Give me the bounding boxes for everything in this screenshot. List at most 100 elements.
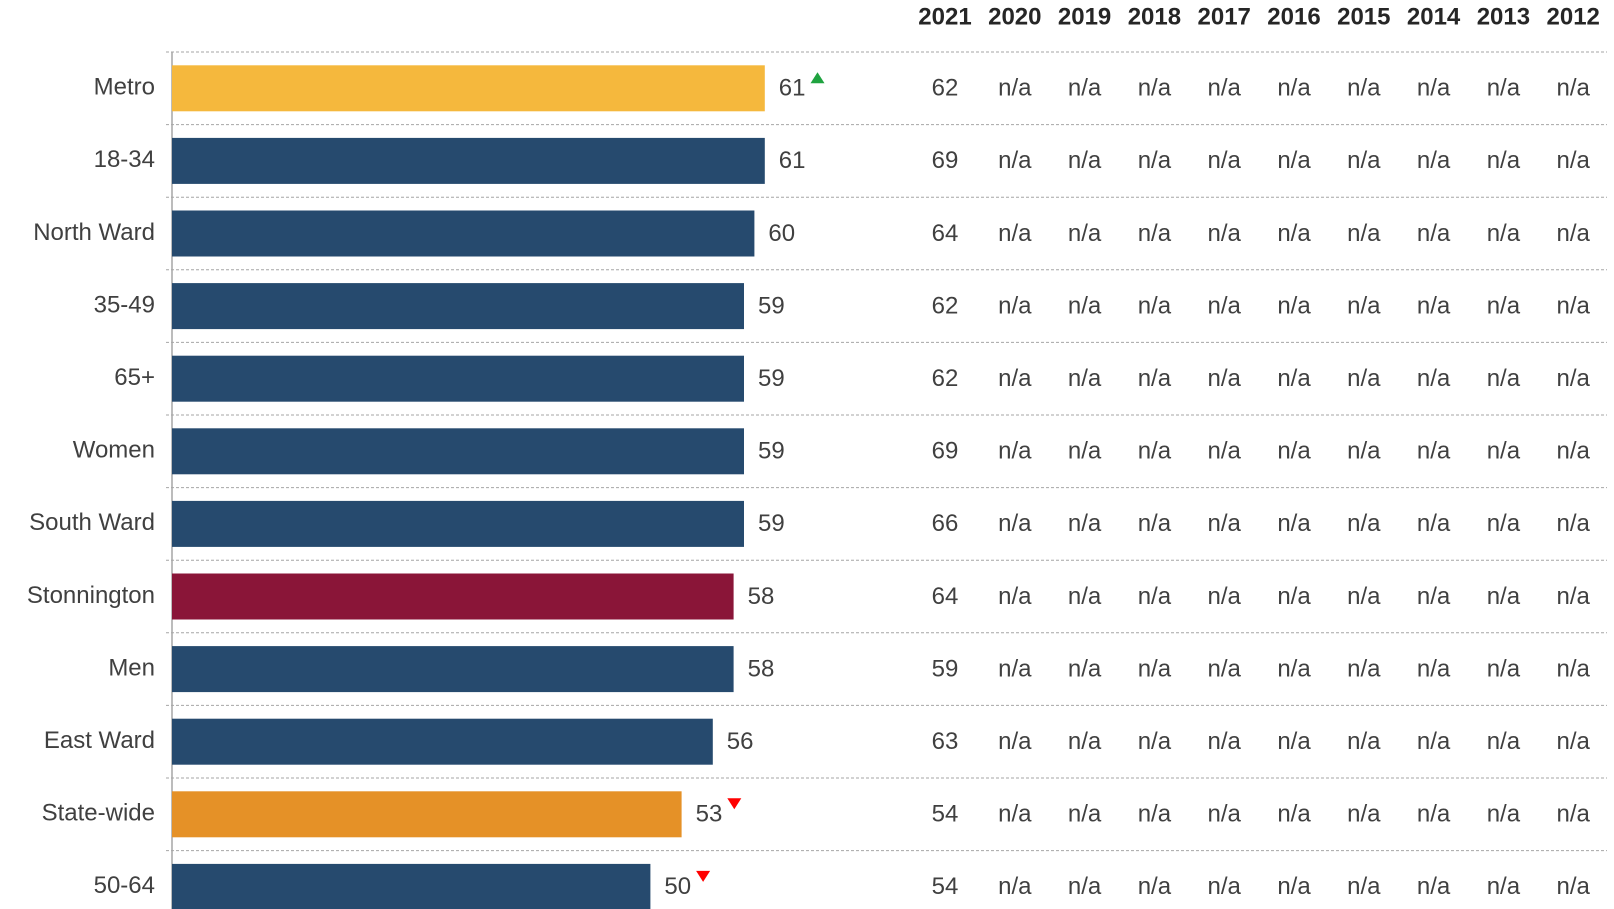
- table-cell: n/a: [1068, 655, 1102, 682]
- table-cell: n/a: [1557, 873, 1591, 900]
- bar: [172, 428, 744, 475]
- table-cell: n/a: [998, 365, 1032, 392]
- table-cell: n/a: [998, 220, 1032, 247]
- table-cell: 69: [932, 438, 959, 465]
- table-cell: n/a: [1277, 655, 1311, 682]
- table-cell: n/a: [1208, 75, 1242, 102]
- bar: [172, 646, 734, 693]
- table-cell: n/a: [1487, 292, 1521, 319]
- bar: [172, 573, 734, 620]
- category-label: Stonnington: [27, 582, 155, 609]
- table-cell: n/a: [998, 510, 1032, 537]
- value-label: 59: [758, 438, 785, 465]
- table-cell: n/a: [1487, 873, 1521, 900]
- change-marker: [696, 870, 711, 882]
- column-header: 2017: [1198, 3, 1251, 30]
- category-label: Women: [73, 437, 155, 464]
- bar: [172, 718, 713, 765]
- table-cell: n/a: [1277, 75, 1311, 102]
- column-header: 2021: [918, 3, 971, 30]
- table-cell: n/a: [1347, 655, 1381, 682]
- table-cell: n/a: [1557, 510, 1591, 537]
- table-cell: n/a: [1487, 510, 1521, 537]
- table-cell: n/a: [1557, 220, 1591, 247]
- bar: [172, 791, 682, 838]
- table-cell: n/a: [998, 728, 1032, 755]
- bar: [172, 863, 651, 909]
- value-label: 60: [768, 220, 795, 247]
- table-cell: 66: [932, 510, 959, 537]
- column-header: 2019: [1058, 3, 1111, 30]
- value-label: 58: [748, 583, 775, 610]
- table-cell: n/a: [1068, 873, 1102, 900]
- table-cell: n/a: [1208, 728, 1242, 755]
- table-cell: n/a: [1138, 873, 1172, 900]
- category-label: East Ward: [44, 727, 155, 754]
- table-cell: n/a: [998, 873, 1032, 900]
- table-cell: n/a: [1347, 583, 1381, 610]
- category-label: 65+: [114, 364, 155, 391]
- table-cell: n/a: [1557, 365, 1591, 392]
- category-label: 50-64: [94, 872, 155, 899]
- bar: [172, 500, 744, 547]
- change-marker: [727, 798, 742, 810]
- table-cell: n/a: [1277, 292, 1311, 319]
- table-cell: 54: [932, 801, 959, 828]
- table-cell: n/a: [1417, 655, 1451, 682]
- table-cell: n/a: [1208, 655, 1242, 682]
- table-cell: n/a: [1487, 801, 1521, 828]
- table-cell: 64: [932, 220, 959, 247]
- column-header: 2015: [1337, 3, 1390, 30]
- table-cell: 64: [932, 583, 959, 610]
- table-cell: n/a: [1138, 583, 1172, 610]
- table-cell: n/a: [1138, 292, 1172, 319]
- table-cell: n/a: [1487, 147, 1521, 174]
- table-cell: n/a: [1138, 147, 1172, 174]
- table-cell: n/a: [1347, 510, 1381, 537]
- table-cell: n/a: [1417, 438, 1451, 465]
- table-cell: n/a: [1347, 438, 1381, 465]
- table-cell: n/a: [1487, 75, 1521, 102]
- table-cell: n/a: [1208, 220, 1242, 247]
- table-cell: n/a: [1277, 147, 1311, 174]
- change-marker: [810, 72, 825, 84]
- table-cell: n/a: [1417, 510, 1451, 537]
- table-cell: n/a: [1557, 438, 1591, 465]
- column-header: 2016: [1267, 3, 1320, 30]
- table-cell: n/a: [1208, 510, 1242, 537]
- table-cell: n/a: [1417, 728, 1451, 755]
- table-cell: n/a: [1347, 75, 1381, 102]
- value-label: 56: [727, 728, 754, 755]
- bar: [172, 65, 765, 112]
- table-cell: n/a: [1347, 220, 1381, 247]
- table-cell: n/a: [1138, 220, 1172, 247]
- table-cell: n/a: [1557, 292, 1591, 319]
- value-label: 53: [696, 801, 723, 828]
- table-cell: n/a: [1208, 292, 1242, 319]
- table-cell: n/a: [1417, 75, 1451, 102]
- table-cell: n/a: [1068, 365, 1102, 392]
- table-cell: n/a: [1208, 873, 1242, 900]
- table-cell: n/a: [1138, 365, 1172, 392]
- table-cell: n/a: [1487, 365, 1521, 392]
- table-cell: n/a: [1487, 583, 1521, 610]
- table-cell: n/a: [1557, 655, 1591, 682]
- table-cell: n/a: [1277, 801, 1311, 828]
- column-header: 2012: [1547, 3, 1600, 30]
- table-cell: n/a: [1347, 147, 1381, 174]
- table-cell: n/a: [1208, 438, 1242, 465]
- table-cell: n/a: [998, 655, 1032, 682]
- table-cell: n/a: [1417, 873, 1451, 900]
- table-cell: n/a: [1277, 583, 1311, 610]
- table-cell: n/a: [1347, 365, 1381, 392]
- table-cell: 63: [932, 728, 959, 755]
- table-cell: 62: [932, 75, 959, 102]
- table-cell: n/a: [1557, 75, 1591, 102]
- table-cell: 62: [932, 292, 959, 319]
- value-label: 58: [748, 655, 775, 682]
- table-cell: n/a: [1208, 147, 1242, 174]
- table-cell: n/a: [1487, 728, 1521, 755]
- value-label: 59: [758, 292, 785, 319]
- table-cell: n/a: [1277, 438, 1311, 465]
- category-label: North Ward: [33, 219, 155, 246]
